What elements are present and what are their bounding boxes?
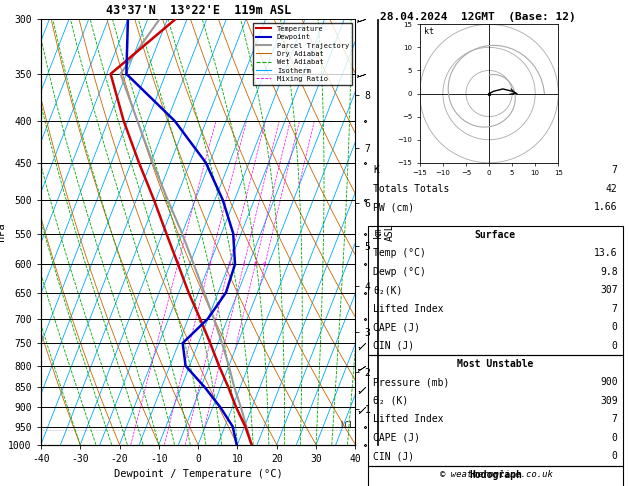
Text: 9.8: 9.8 [600,267,618,277]
Text: CIN (J): CIN (J) [373,451,414,461]
Text: 7: 7 [612,415,618,424]
Text: kt: kt [425,27,435,35]
Text: 900: 900 [600,378,618,387]
Text: 5: 5 [253,262,257,267]
Text: CAPE (J): CAPE (J) [373,322,420,332]
Text: 0: 0 [612,341,618,350]
Text: Lifted Index: Lifted Index [373,304,443,313]
Text: LCL: LCL [340,421,354,430]
Text: 42: 42 [606,184,618,193]
Text: 1.66: 1.66 [594,202,618,212]
Text: 1: 1 [176,262,180,267]
Text: θ₂ (K): θ₂ (K) [373,396,408,406]
Text: 309: 309 [600,396,618,406]
Text: Most Unstable: Most Unstable [457,359,533,369]
Text: 0: 0 [612,322,618,332]
Text: © weatheronline.co.uk: © weatheronline.co.uk [440,469,554,479]
Text: 7: 7 [612,165,618,175]
Text: 13.6: 13.6 [594,248,618,258]
Text: CIN (J): CIN (J) [373,341,414,350]
Text: Temp (°C): Temp (°C) [373,248,426,258]
Text: Pressure (mb): Pressure (mb) [373,378,449,387]
Text: 0: 0 [612,433,618,443]
Text: θ₂(K): θ₂(K) [373,285,403,295]
Text: Totals Totals: Totals Totals [373,184,449,193]
Text: 28.04.2024  12GMT  (Base: 12): 28.04.2024 12GMT (Base: 12) [380,12,576,22]
Text: Lifted Index: Lifted Index [373,415,443,424]
Text: 7: 7 [612,304,618,313]
Text: 2: 2 [208,262,211,267]
Text: 6: 6 [263,262,267,267]
Text: 3: 3 [228,262,231,267]
Text: K: K [373,165,379,175]
Title: 43°37'N  13°22'E  119m ASL: 43°37'N 13°22'E 119m ASL [106,4,291,17]
Text: 0: 0 [612,451,618,461]
X-axis label: Dewpoint / Temperature (°C): Dewpoint / Temperature (°C) [114,469,282,479]
Text: CAPE (J): CAPE (J) [373,433,420,443]
Text: Surface: Surface [475,230,516,240]
Text: Hodograph: Hodograph [469,470,522,480]
Y-axis label: hPa: hPa [0,223,6,242]
Text: 4: 4 [242,262,246,267]
Legend: Temperature, Dewpoint, Parcel Trajectory, Dry Adiabat, Wet Adiabat, Isotherm, Mi: Temperature, Dewpoint, Parcel Trajectory… [253,23,352,85]
Text: Dewp (°C): Dewp (°C) [373,267,426,277]
Text: 307: 307 [600,285,618,295]
Text: PW (cm): PW (cm) [373,202,414,212]
Y-axis label: km
ASL: km ASL [373,223,394,241]
